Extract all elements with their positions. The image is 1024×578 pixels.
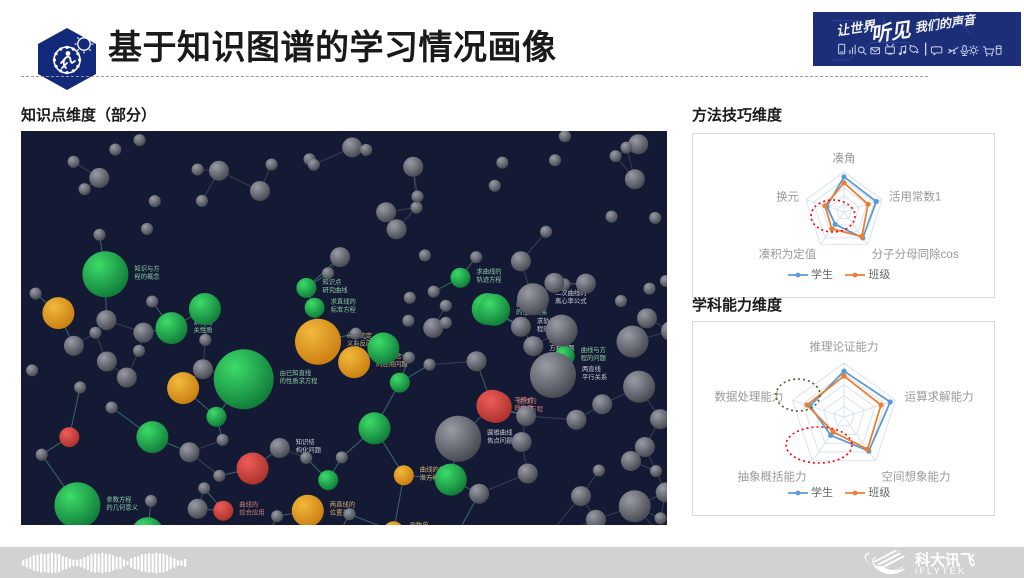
svg-text:两直线的: 两直线的 xyxy=(330,500,355,509)
svg-text:求直线的: 求直线的 xyxy=(331,297,356,306)
svg-text:iFLYTEK: iFLYTEK xyxy=(915,566,966,576)
svg-text:由已知直线: 由已知直线 xyxy=(280,368,312,377)
svg-text:推理论证能力: 推理论证能力 xyxy=(810,339,879,353)
svg-text:圆锥曲线: 圆锥曲线 xyxy=(487,428,513,437)
svg-text:换元: 换元 xyxy=(776,189,799,203)
svg-text:综合应用: 综合应用 xyxy=(239,508,264,517)
svg-text:研究曲线: 研究曲线 xyxy=(322,285,348,294)
svg-text:运算求解能力: 运算求解能力 xyxy=(905,389,974,403)
svg-text:数据处理能力: 数据处理能力 xyxy=(714,389,783,403)
svg-text:参数方程: 参数方程 xyxy=(106,494,132,503)
svg-text:曲线与方: 曲线与方 xyxy=(581,345,606,354)
svg-text:曲线的: 曲线的 xyxy=(239,500,258,509)
svg-text:轨迹方程: 轨迹方程 xyxy=(476,275,502,284)
svg-text:我们的声音: 我们的声音 xyxy=(914,12,978,35)
svg-text:两直线: 两直线 xyxy=(582,364,602,373)
svg-text:程的问题: 程的问题 xyxy=(581,353,607,362)
svg-text:求曲线的: 求曲线的 xyxy=(476,267,501,276)
svg-text:凑角: 凑角 xyxy=(833,151,856,165)
svg-text:知识结: 知识结 xyxy=(296,437,315,446)
svg-text:活用常数1: 活用常数1 xyxy=(889,189,941,203)
svg-text:关性质: 关性质 xyxy=(194,325,213,334)
svg-text:曲线的: 曲线的 xyxy=(518,396,537,405)
svg-text:的性质求方程: 的性质求方程 xyxy=(280,376,318,385)
svg-text:分子分母同除cos: 分子分母同除cos xyxy=(872,247,959,261)
svg-text:空间想象能力: 空间想象能力 xyxy=(882,470,951,484)
svg-text:离心率公式: 离心率公式 xyxy=(555,296,587,305)
svg-text:的几何意义: 的几何意义 xyxy=(106,502,138,511)
svg-text:知识与方: 知识与方 xyxy=(134,263,159,272)
svg-text:平行关系: 平行关系 xyxy=(582,372,607,381)
svg-text:听见: 听见 xyxy=(869,18,913,46)
svg-text:焦点问题: 焦点问题 xyxy=(487,436,513,445)
svg-text:抽象概括能力: 抽象概括能力 xyxy=(738,470,807,484)
svg-text:标准方程: 标准方程 xyxy=(331,305,357,314)
svg-text:凑积为定值: 凑积为定值 xyxy=(759,247,817,261)
svg-text:程的概念: 程的概念 xyxy=(134,271,160,280)
